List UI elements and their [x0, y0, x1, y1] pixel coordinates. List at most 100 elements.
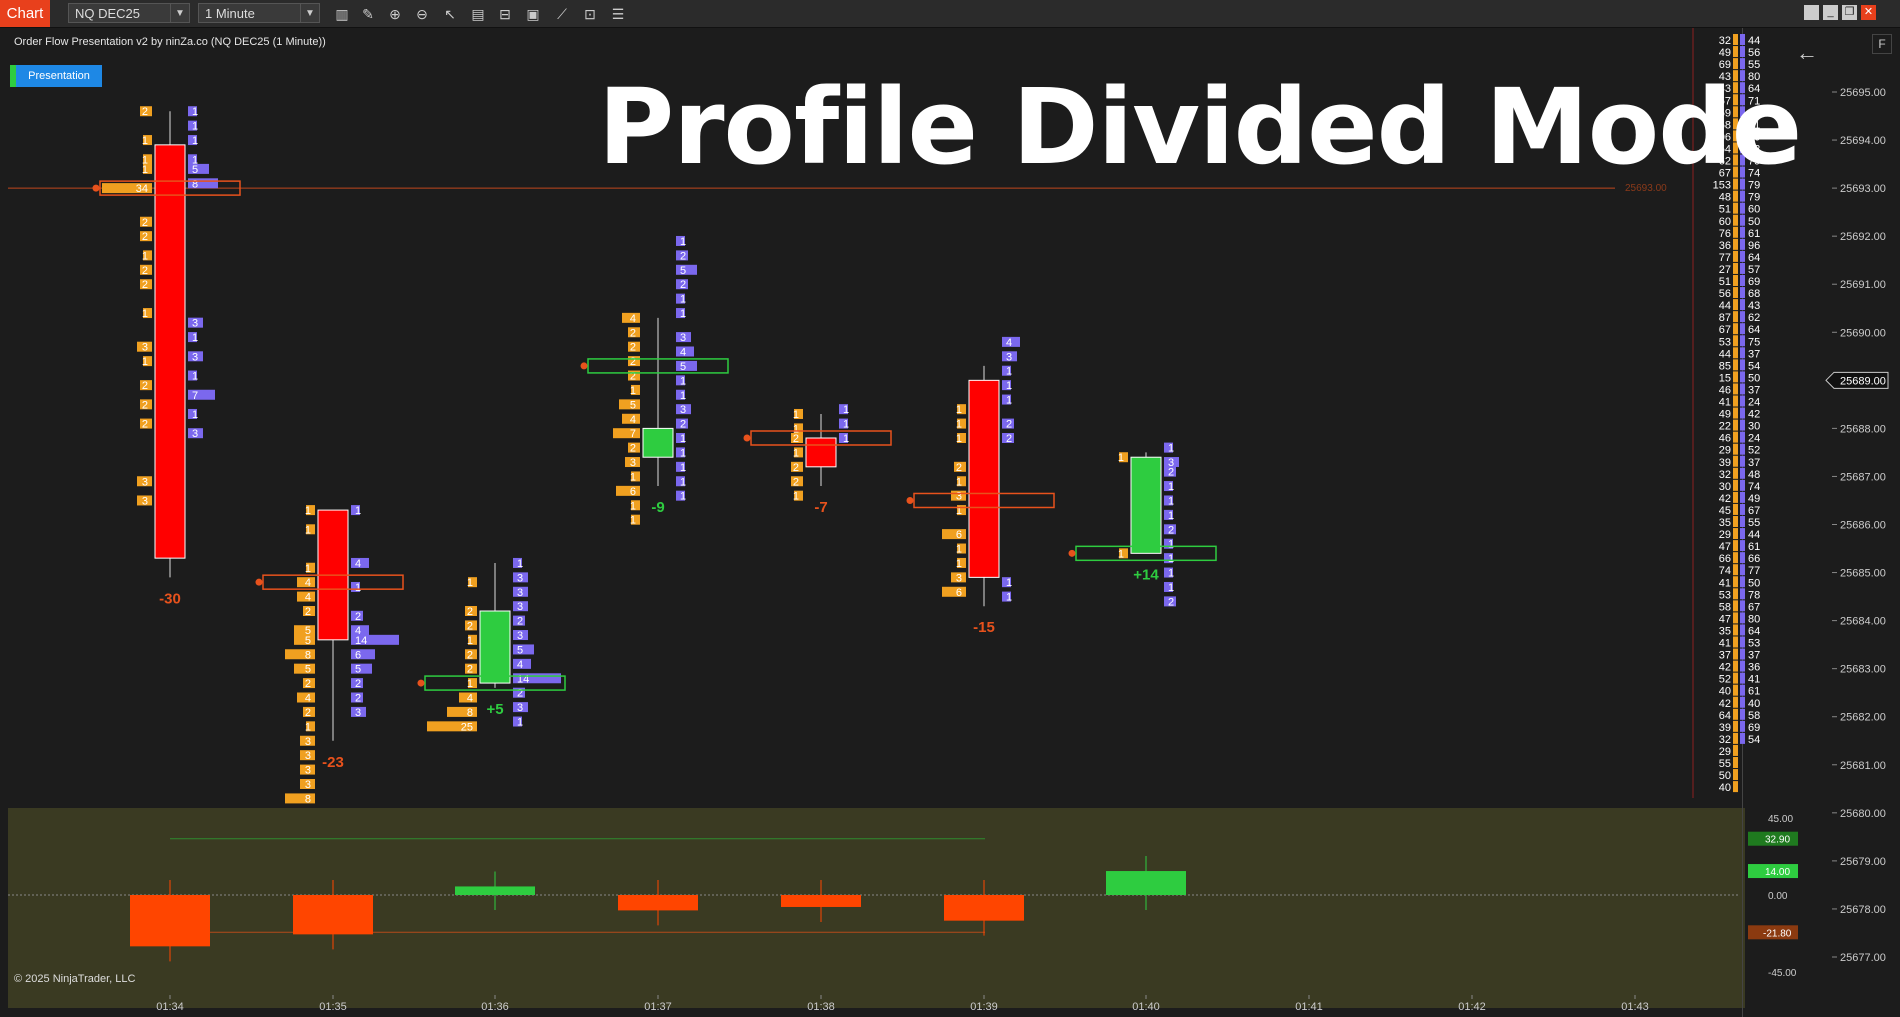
indicators-icon[interactable]: ⊡	[584, 6, 596, 22]
ladder-ask-bar	[1740, 299, 1745, 311]
restore-icon[interactable]: ❐	[1842, 5, 1857, 20]
ladder-bid-bar	[1733, 226, 1738, 238]
ladder-bid-bar	[1733, 214, 1738, 226]
interval-selector[interactable]: 1 Minute ▼	[198, 3, 320, 23]
ladder-ask-value: 67	[1748, 505, 1760, 517]
f-button[interactable]: F	[1872, 34, 1892, 54]
ask-volume-bar	[839, 433, 848, 443]
bid-volume-value: 5	[305, 625, 311, 637]
ladder-ask-value: 61	[1748, 228, 1760, 240]
ask-volume-bar	[1164, 442, 1173, 453]
bid-volume-value: 3	[142, 342, 148, 354]
instrument-selector[interactable]: NQ DEC25 ▼	[68, 3, 190, 23]
ladder-ask-bar	[1740, 455, 1745, 467]
chevron-down-icon[interactable]: ▼	[170, 4, 189, 22]
ladder-ask-value: 64	[1748, 252, 1760, 264]
presentation-button[interactable]: Presentation	[10, 65, 102, 87]
bid-volume-bar	[143, 135, 152, 146]
candle-poc-box	[587, 358, 729, 374]
ladder-ask-bar	[1740, 130, 1745, 142]
bar-type-icon[interactable]: ▥	[335, 6, 349, 22]
ladder-bid-value: 29	[1719, 529, 1731, 541]
bid-volume-bar	[140, 231, 152, 242]
draw-tool-icon[interactable]: ✎	[362, 6, 374, 22]
ask-volume-value: 1	[1006, 380, 1012, 392]
bid-volume-bar	[628, 341, 640, 352]
ladder-bid-value: 30	[1719, 481, 1731, 493]
ladder-ask-bar	[1740, 359, 1745, 371]
minimize-icon[interactable]: _	[1823, 5, 1838, 20]
ask-volume-value: 2	[355, 693, 361, 705]
ask-volume-value: 1	[1168, 539, 1174, 551]
bid-volume-bar	[791, 433, 803, 443]
bid-volume-bar	[957, 418, 966, 429]
bid-volume-value: 1	[793, 447, 799, 459]
osc-bar	[455, 886, 535, 895]
zoom-in-icon[interactable]: ⊕	[389, 6, 401, 22]
close-icon[interactable]: ✕	[1861, 5, 1876, 20]
ask-volume-bar	[351, 634, 399, 645]
ladder-ask-value: 61	[1748, 541, 1760, 553]
zoom-out-icon[interactable]: ⊖	[416, 6, 428, 22]
chart-trader-icon[interactable]: ☰	[611, 6, 625, 22]
ladder-ask-value: 80	[1748, 613, 1760, 625]
ladder-ask-bar	[1740, 720, 1745, 732]
ladder-ask-bar	[1740, 564, 1745, 576]
ladder-bid-bar	[1733, 516, 1738, 527]
bid-volume-value: 4	[467, 693, 473, 705]
ask-volume-value: 1	[680, 447, 686, 459]
chart-tab[interactable]: Chart	[0, 0, 50, 27]
bid-volume-bar	[613, 428, 640, 439]
bid-volume-bar	[957, 505, 966, 516]
ladder-bid-value: 32	[1719, 469, 1731, 481]
templates-icon[interactable]: ⊟	[499, 6, 511, 22]
ladder-bid-value: 39	[1719, 457, 1731, 469]
bid-volume-value: 3	[305, 765, 311, 777]
ladder-ask-value: 55	[1748, 517, 1760, 529]
delta-label: -23	[322, 754, 344, 771]
ladder-ask-bar	[1740, 443, 1745, 455]
ask-volume-bar	[676, 389, 685, 400]
pointer-icon[interactable]: ↖	[444, 6, 456, 22]
bid-volume-bar	[140, 399, 152, 410]
delta-label: -9	[651, 499, 664, 516]
ladder-bid-bar	[1733, 58, 1738, 70]
ask-volume-bar	[676, 346, 694, 357]
ladder-ask-bar	[1740, 287, 1745, 299]
back-arrow-icon[interactable]: ←	[1796, 40, 1818, 65]
bid-volume-value: 1	[630, 515, 636, 527]
chart-toolbar: Chart NQ DEC25 ▼ 1 Minute ▼ ▥ ✎ ⊕ ⊖ ↖ ▤ …	[0, 0, 1900, 28]
ladder-bid-bar	[1733, 672, 1738, 684]
ladder-bid-bar	[1733, 166, 1738, 178]
bid-volume-bar	[794, 447, 803, 458]
ask-volume-value: 3	[192, 351, 198, 363]
bid-volume-bar	[957, 404, 966, 415]
ask-volume-bar	[188, 317, 203, 328]
price-axis-label: 25686.00	[1840, 520, 1886, 532]
ladder-bid-bar	[1733, 359, 1738, 371]
bid-volume-bar	[303, 706, 315, 717]
bid-volume-value: 4	[305, 592, 311, 604]
osc-axis-label: 32.90	[1765, 835, 1790, 846]
ladder-bid-bar	[1733, 503, 1738, 515]
ladder-ask-value: 52	[1748, 445, 1760, 457]
ladder-bid-bar	[1733, 744, 1738, 756]
chart-canvas[interactable]: 25693.00 25695.00 25694.00 25693.00 25692.00…	[0, 28, 1900, 1017]
ask-volume-bar	[513, 557, 522, 568]
chevron-down-icon[interactable]: ▼	[300, 4, 319, 22]
ask-volume-bar	[351, 692, 363, 703]
tile-icon[interactable]	[1804, 5, 1819, 20]
bid-volume-bar	[628, 327, 640, 338]
data-box-icon[interactable]: ▣	[526, 6, 540, 22]
price-axis-label: 25684.00	[1840, 616, 1886, 628]
strategies-icon[interactable]: ⟋	[557, 6, 567, 22]
ladder-bid-value: 67	[1719, 324, 1731, 336]
ladder-bid-value: 59	[1719, 107, 1731, 119]
ask-volume-value: 2	[1168, 467, 1174, 479]
ask-volume-bar	[513, 687, 525, 698]
ladder-ask-value: 96	[1748, 240, 1760, 252]
ask-volume-bar	[676, 433, 685, 443]
ladder-ask-bar	[1740, 142, 1745, 154]
ladder-ask-bar	[1740, 708, 1745, 720]
properties-icon[interactable]: ▤	[471, 6, 485, 22]
